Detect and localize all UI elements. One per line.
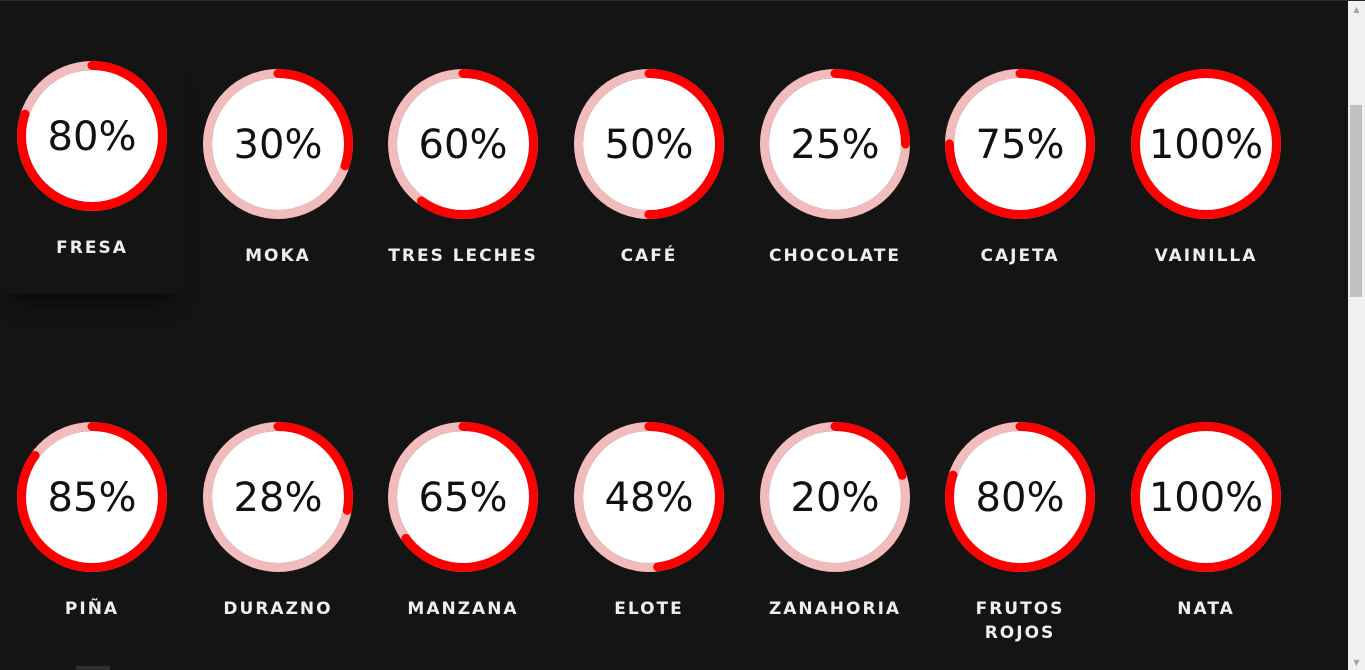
progress-ring: 25% xyxy=(760,69,910,219)
flavor-label: MOKA xyxy=(245,246,311,266)
flavor-label: PIÑA xyxy=(64,599,120,619)
ring-center xyxy=(769,431,901,563)
flavor-item[interactable]: 100% VAINILLA xyxy=(1113,68,1299,268)
progress-ring: 80% xyxy=(17,61,167,211)
bottom-tab-marker xyxy=(76,666,110,670)
flavor-item[interactable]: 48% ELOTE xyxy=(556,421,742,621)
ring-progress-arc xyxy=(1131,422,1281,572)
progress-ring: 75% xyxy=(945,69,1095,219)
vertical-scrollbar[interactable]: ▲ ▼ xyxy=(1348,1,1365,670)
ring-progress-arc xyxy=(945,422,1095,572)
flavor-item[interactable]: 85% PIÑA xyxy=(0,421,185,621)
flavor-label: VAINILLA xyxy=(1154,246,1258,266)
progress-ring: 60% xyxy=(388,69,538,219)
flavor-item[interactable]: 28% DURAZNO xyxy=(185,421,371,621)
ring-progress-arc xyxy=(388,69,538,219)
ring-progress-arc xyxy=(203,422,353,572)
flavor-item[interactable]: 50% CAFÉ xyxy=(556,68,742,268)
progress-ring: 100% xyxy=(1131,422,1281,572)
flavor-item[interactable]: 25% CHOCOLATE xyxy=(742,68,928,268)
flavor-label: ZANAHORIA xyxy=(768,599,902,619)
scroll-thumb[interactable] xyxy=(1350,105,1362,297)
progress-ring: 48% xyxy=(574,422,724,572)
percent-value: 30% xyxy=(234,122,323,168)
scroll-up-arrow-icon[interactable]: ▲ xyxy=(1353,5,1360,14)
progress-ring: 50% xyxy=(574,69,724,219)
percent-value: 80% xyxy=(48,114,137,160)
progress-ring: 30% xyxy=(203,69,353,219)
flavor-item[interactable]: 75% CAJETA xyxy=(927,68,1113,268)
ring-progress-arc xyxy=(760,69,910,219)
ring-center xyxy=(212,431,344,563)
scroll-down-arrow-icon[interactable]: ▼ xyxy=(1353,658,1360,667)
ring-center xyxy=(212,78,344,210)
ring-center xyxy=(26,70,158,202)
percent-value: 20% xyxy=(791,475,880,521)
ring-center xyxy=(954,431,1086,563)
flavor-item[interactable]: 30% MOKA xyxy=(185,68,371,268)
percent-value: 25% xyxy=(791,122,880,168)
flavor-item[interactable]: 80% FRUTOS ROJOS xyxy=(927,421,1113,645)
flavor-item[interactable]: 20% ZANAHORIA xyxy=(742,421,928,621)
ring-center xyxy=(397,431,529,563)
progress-ring: 80% xyxy=(945,422,1095,572)
ring-center xyxy=(1140,78,1272,210)
flavor-label: MANZANA xyxy=(407,599,519,619)
ring-progress-arc xyxy=(760,422,910,572)
flavor-label: NATA xyxy=(1177,599,1235,619)
ring-progress-arc xyxy=(945,69,1095,219)
flavor-label: FRUTOS ROJOS xyxy=(975,599,1065,643)
ring-progress-arc xyxy=(17,61,167,211)
ring-progress-arc xyxy=(17,422,167,572)
progress-ring: 100% xyxy=(1131,69,1281,219)
ring-progress-arc xyxy=(574,69,724,219)
flavor-label: CAJETA xyxy=(980,246,1060,266)
flavor-label: TRES LECHES xyxy=(388,246,538,266)
flavor-item[interactable]: 100% NATA xyxy=(1113,421,1299,621)
percent-value: 80% xyxy=(976,475,1065,521)
progress-ring: 28% xyxy=(203,422,353,572)
ring-center xyxy=(1140,431,1272,563)
ring-center xyxy=(954,78,1086,210)
ring-center xyxy=(583,78,715,210)
ring-center xyxy=(769,78,901,210)
flavor-label: DURAZNO xyxy=(223,599,333,619)
percent-value: 48% xyxy=(605,475,694,521)
flavor-label: CHOCOLATE xyxy=(769,246,901,266)
percent-value: 65% xyxy=(419,475,508,521)
progress-ring: 85% xyxy=(17,422,167,572)
flavor-label: ELOTE xyxy=(614,599,684,619)
ring-center xyxy=(26,431,158,563)
progress-ring: 65% xyxy=(388,422,538,572)
percent-value: 60% xyxy=(419,122,508,168)
ring-progress-arc xyxy=(388,422,538,572)
ring-center xyxy=(397,78,529,210)
flavor-item[interactable]: 80% FRESA xyxy=(0,60,185,294)
ring-center xyxy=(583,431,715,563)
progress-ring: 20% xyxy=(760,422,910,572)
flavor-label: CAFÉ xyxy=(620,246,678,266)
flavor-item[interactable]: 60% TRES LECHES xyxy=(370,68,556,268)
ring-progress-arc xyxy=(203,69,353,219)
percent-value: 85% xyxy=(48,475,137,521)
percent-value: 75% xyxy=(976,122,1065,168)
ring-progress-arc xyxy=(1131,69,1281,219)
percent-value: 28% xyxy=(234,475,323,521)
ring-progress-arc xyxy=(574,422,724,572)
percent-value: 100% xyxy=(1149,475,1263,521)
flavor-item[interactable]: 65% MANZANA xyxy=(370,421,556,621)
percent-value: 50% xyxy=(605,122,694,168)
percent-value: 100% xyxy=(1149,122,1263,168)
flavor-label: FRESA xyxy=(56,238,128,258)
